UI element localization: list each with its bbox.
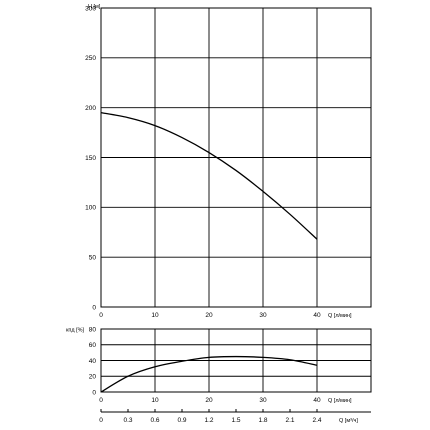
efficiency-x-tick-label: 10 [151,397,159,404]
secondary-flow-axis: 0 0.3 0.6 0.9 1.2 1.5 1.8 2.1 2.4 Q [м³/ч] [99,409,371,424]
head-x-axis-label: Q [л/мин] [328,313,352,319]
secondary-x-axis-label: Q [м³/ч] [339,418,358,424]
head-y-tick-label: 250 [85,55,96,62]
efficiency-x-tick-label: 0 [99,397,103,404]
secondary-x-tick-label: 2.1 [285,417,294,424]
head-y-axis-label: H [м] [88,4,101,10]
secondary-x-tick-label: 1.5 [231,417,240,424]
efficiency-x-tick-label: 40 [313,397,321,404]
secondary-x-tick-label: 1.8 [258,417,267,424]
secondary-x-tick-label: 0.3 [123,417,132,424]
head-y-tick-label: 300 [85,5,96,12]
head-x-tick-label: 0 [99,312,103,319]
head-series-line [100,112,318,240]
head-y-tick-label: 0 [92,304,96,311]
efficiency-y-axis-label: кпд [%] [66,328,85,334]
efficiency-series-line [100,355,318,393]
efficiency-y-tick-label: 80 [89,326,97,333]
head-x-tick-label: 40 [313,312,321,319]
secondary-x-tick-label: 2.4 [312,417,321,424]
head-chart-grid [100,7,372,308]
head-chart-curve-group [100,112,318,240]
efficiency-chart-grid [100,328,372,393]
secondary-x-tick-label: 0.6 [150,417,159,424]
head-x-tick-label: 20 [205,312,213,319]
head-y-tick-label: 50 [89,254,97,261]
head-x-tick-label: 30 [259,312,267,319]
efficiency-y-tick-label: 40 [89,358,97,365]
head-y-tick-label: 150 [85,155,96,162]
efficiency-x-tick-label: 30 [259,397,267,404]
efficiency-y-tick-label: 60 [89,342,97,349]
efficiency-y-tick-label: 0 [92,389,96,396]
efficiency-chart-labels: 0 20 40 60 80 кпд [%] 0 10 20 30 40 Q [л/мин] [66,326,352,404]
secondary-x-tick-label: 0 [99,417,103,424]
efficiency-x-axis-label: Q [л/мин] [328,398,352,404]
efficiency-y-tick-label: 20 [89,374,97,381]
efficiency-chart-curve-group [100,355,318,393]
head-x-tick-label: 10 [151,312,159,319]
secondary-x-tick-label: 1.2 [204,417,213,424]
head-y-tick-label: 100 [85,205,96,212]
efficiency-plot-frame [100,328,372,393]
secondary-x-tick-label: 0.9 [177,417,186,424]
head-y-tick-label: 200 [85,105,96,112]
head-plot-frame [100,7,372,308]
efficiency-x-tick-label: 20 [205,397,213,404]
